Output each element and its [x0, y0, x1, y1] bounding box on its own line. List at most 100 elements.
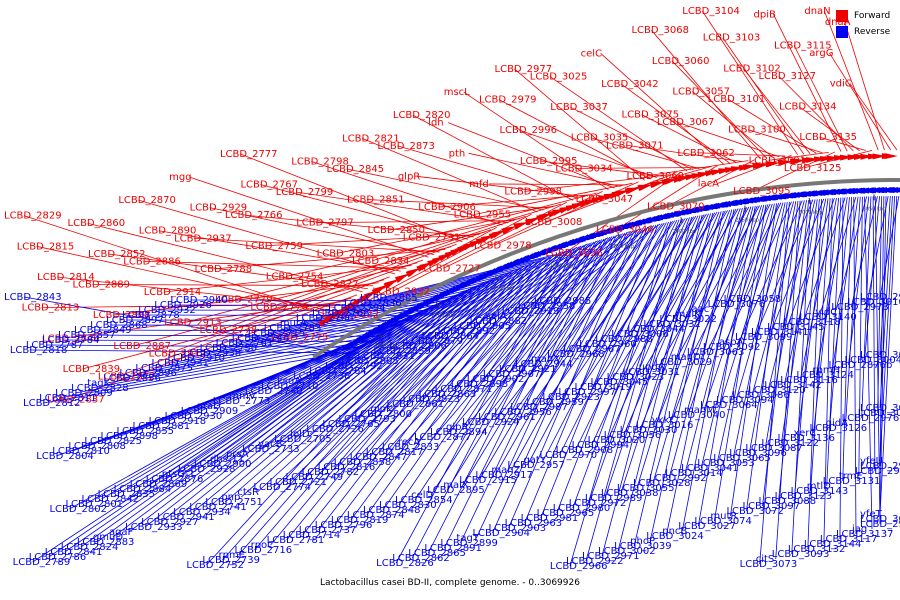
leader-line — [190, 299, 444, 302]
gene-label: manZ — [491, 465, 520, 476]
leader-line — [430, 241, 595, 496]
gene-label: LCBD_3099 — [735, 332, 793, 343]
gene-label: LCBD_3116 — [780, 375, 838, 386]
gene-label: LCBD_2941 — [157, 512, 215, 523]
gene-label: LCBD_2831 — [357, 351, 415, 362]
gene-label: LCBD_2806 — [389, 341, 447, 352]
gene-label: LCBD_3007 — [860, 403, 900, 414]
gene-label: LCBD_2749 — [286, 472, 344, 483]
leader-line — [676, 121, 780, 158]
gene-label: LCBD_2887 — [113, 341, 171, 352]
gene-label: LCBD_3042 — [601, 79, 659, 90]
gene-label: LCBD_3144 — [804, 539, 862, 550]
leader-line — [296, 276, 497, 382]
gene-label: LCBD_2987 — [510, 402, 568, 413]
leader-line — [433, 239, 603, 438]
leader-line — [494, 229, 636, 476]
leader-line — [879, 196, 893, 409]
gene-label: vdiC — [830, 78, 852, 89]
gene-label: LCBD_2907 — [483, 369, 541, 380]
leader-line — [390, 256, 550, 410]
gene-label: LCBD_2805 — [341, 356, 399, 367]
gene-label: LCBD_2863 — [419, 389, 477, 400]
gene-label: LCBD_2896 — [119, 368, 177, 379]
forward-gene-arrow — [384, 279, 399, 289]
forward-gene-arrow — [884, 153, 898, 160]
leader-line — [286, 274, 503, 541]
leader-line — [149, 322, 402, 485]
gene-label: LCBD_2988 — [595, 334, 653, 345]
gene-label: LCBD_2864 — [421, 331, 479, 342]
leader-line — [738, 200, 803, 343]
gene-label: LCBD_2909 — [181, 406, 239, 417]
leader-line — [395, 251, 566, 564]
gene-label: LCBD_2804 — [36, 451, 94, 462]
gene-label: LCBD_2843 — [4, 292, 62, 303]
leader-line — [465, 233, 623, 428]
gene-label: LCBD_2921 — [499, 364, 557, 375]
leader-line — [802, 197, 846, 323]
gene-label: LCBD_2848 — [363, 505, 421, 516]
leader-line — [692, 91, 774, 158]
gene-label: tagK — [87, 378, 110, 389]
leader-line — [641, 114, 737, 163]
leader-line — [334, 262, 533, 526]
leader-line — [844, 22, 885, 151]
gene-label: LCBD_2889 — [72, 279, 130, 290]
gene-label: LCBD_2833 — [382, 442, 440, 453]
leader-line — [671, 206, 752, 421]
gene-label: glpR — [446, 422, 468, 433]
gene-label: LCBD_3011 — [860, 514, 900, 525]
leader-line — [321, 215, 526, 285]
leader-line — [601, 216, 693, 557]
legend-swatch — [836, 10, 848, 22]
leader-line — [143, 260, 407, 269]
gene-label: LCBD_2963 — [505, 518, 563, 529]
leader-line — [363, 257, 545, 304]
gene-label: LCBD_2731 — [403, 233, 461, 244]
leader-line — [553, 223, 661, 302]
gene-label: LCBD_2808 — [68, 441, 126, 452]
leader-line — [663, 210, 726, 325]
gene-label: LCBD_2961 — [478, 412, 536, 423]
tick-mark — [494, 275, 499, 282]
leader-line — [321, 263, 531, 473]
gene-label: LCBD_3039 — [614, 541, 672, 552]
gene-label: LCBD_2809 — [55, 388, 113, 399]
reverse-gene-arrow — [538, 247, 552, 255]
leader-line — [695, 207, 748, 315]
reverse-gene-arrow — [517, 254, 531, 263]
leader-line — [463, 91, 609, 191]
leader-line — [505, 231, 630, 317]
leader-line — [778, 75, 854, 152]
gene-label: LCBD_2994 — [572, 440, 630, 451]
leader-line — [588, 217, 690, 504]
gene-label: LCBD_2996 — [499, 125, 557, 136]
gene-label: gatY — [523, 455, 546, 466]
gene-label: LCBD_2878 — [122, 310, 180, 321]
leader-line — [366, 255, 554, 516]
forward-gene-arrow — [826, 155, 840, 162]
leader-line — [462, 235, 615, 486]
gene-label: LCBD_2815 — [17, 241, 75, 252]
gene-label: LCBD_3142 — [764, 380, 822, 391]
leader-line — [219, 295, 456, 349]
gene-label: LCBD_2882 — [470, 316, 528, 327]
gene-label: LCBD_2914 — [144, 287, 202, 298]
leader-line — [842, 197, 853, 482]
leader-line — [511, 227, 646, 471]
leader-line — [112, 321, 404, 538]
gene-label: LCBD_2740 — [245, 386, 303, 397]
reverse-gene-arrow — [583, 232, 597, 239]
gene-label: LCBD_2934 — [173, 507, 231, 518]
leader-line — [679, 208, 737, 320]
gene-label: LCBD_2874 — [347, 510, 405, 521]
gene-label: LCBD_3034 — [555, 163, 613, 174]
gene-label: LCBD_3075 — [622, 110, 680, 121]
leader-line — [316, 220, 515, 224]
leader-line — [261, 288, 470, 450]
leader-line — [783, 198, 827, 386]
gene-label: LCBD_2966 — [550, 561, 608, 572]
gene-label: LCBD_2766 — [225, 210, 283, 221]
leader-line — [879, 195, 896, 462]
